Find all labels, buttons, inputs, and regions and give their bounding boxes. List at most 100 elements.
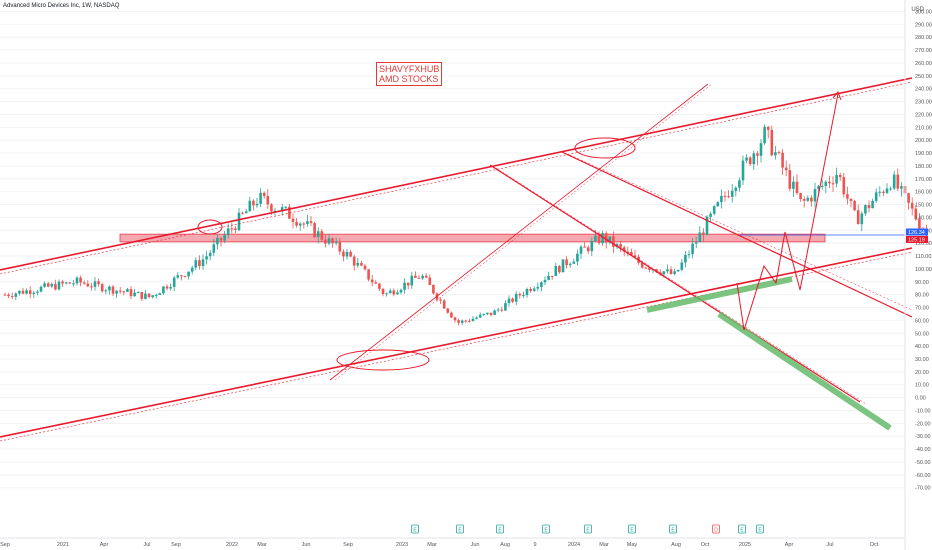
candle-body	[244, 211, 248, 214]
candle-body	[601, 233, 604, 244]
event-marker	[411, 524, 419, 534]
candle-body	[21, 290, 25, 294]
x-tick-label: Jul	[143, 542, 150, 548]
candle-body	[576, 253, 579, 262]
candle-body	[43, 283, 46, 287]
candle-body	[842, 177, 846, 195]
candle-body	[615, 244, 619, 247]
candle-body	[604, 233, 608, 243]
candle-body	[345, 251, 349, 257]
candle-body	[860, 213, 864, 225]
price-axis: 300.00 290.00 280.00 270.00 260.00 250.00 240.…	[904, 0, 932, 550]
y-tick-label: 270.00	[915, 48, 932, 54]
candle-body	[864, 205, 867, 214]
candle-body	[288, 206, 291, 219]
candle-body	[381, 288, 385, 295]
candle-body	[262, 192, 266, 197]
candle-body	[486, 312, 489, 314]
y-tick-label: 230.00	[915, 100, 932, 106]
event-marker-label: E	[671, 528, 675, 534]
event-marker-label: E	[498, 528, 502, 534]
candle-body	[7, 294, 10, 297]
candle-body	[25, 290, 28, 294]
candle-body	[212, 244, 216, 253]
candle-body	[532, 288, 536, 291]
candle-body	[493, 310, 496, 315]
candle-body	[691, 243, 694, 255]
candle-body	[680, 262, 684, 270]
y-tick-label: 120.00	[915, 241, 932, 247]
candle-body	[180, 275, 183, 277]
candle-body	[352, 256, 356, 266]
candle-body	[817, 186, 820, 190]
candle-body	[644, 267, 648, 269]
event-marker	[456, 524, 464, 534]
candle-body	[770, 129, 774, 156]
candle-body	[446, 308, 450, 313]
currency-label: USD	[911, 7, 924, 13]
x-tick-label: 2025	[739, 542, 751, 548]
event-marker	[669, 524, 677, 534]
candle-body	[140, 292, 144, 299]
y-tick-label: 170.00	[915, 177, 932, 183]
x-tick-label: Jun	[302, 542, 311, 548]
candle-body	[745, 157, 748, 161]
candle-body	[14, 293, 18, 297]
candle-body	[424, 275, 428, 278]
candle-body	[482, 313, 486, 315]
candle-body	[72, 283, 75, 285]
candle-body	[777, 152, 781, 154]
x-tick-label: 2024	[568, 542, 580, 548]
y-tick-label: 250.00	[915, 74, 932, 80]
candle-body	[392, 290, 396, 295]
candle-body	[795, 181, 799, 194]
candle-body	[673, 271, 676, 275]
candle-body	[878, 191, 882, 193]
candle-body	[619, 244, 622, 248]
candle-body	[478, 314, 482, 318]
candle-body	[172, 277, 176, 287]
candle-body	[302, 223, 306, 225]
y-tick-label: -70.00	[915, 486, 931, 492]
event-marker-label: E	[586, 528, 590, 534]
candle-body	[540, 282, 543, 287]
candle-body	[237, 212, 241, 230]
candle-body	[327, 238, 331, 244]
x-tick-label: May	[627, 542, 638, 548]
x-tick-label: Oct	[701, 542, 710, 548]
support-zone	[119, 233, 826, 243]
candle-body	[824, 181, 828, 186]
candle-body	[792, 181, 795, 189]
candle-body	[90, 286, 93, 288]
y-tick-label: -40.00	[915, 447, 931, 453]
y-tick-label: 220.00	[915, 112, 932, 118]
candle-body	[316, 231, 320, 238]
event-marker	[756, 524, 764, 534]
candle-body	[154, 294, 158, 296]
candle-body	[144, 293, 147, 299]
candle-body	[910, 202, 914, 209]
candle-body	[892, 174, 896, 189]
green-target-bar	[717, 311, 892, 431]
candle-body	[918, 219, 921, 229]
y-tick-label: 180.00	[915, 164, 932, 170]
x-tick-label: Mar	[427, 542, 437, 548]
candle-body	[356, 262, 360, 266]
candle-body	[226, 228, 230, 236]
candle-body	[122, 291, 126, 293]
candle-body	[338, 241, 342, 252]
candle-body	[702, 232, 705, 235]
candle-body	[216, 237, 219, 245]
watermark-label: SHAVYFXHUB AMD STOCKS	[376, 62, 443, 86]
candle-body	[298, 223, 302, 226]
candle-body	[118, 290, 122, 292]
candle-body	[907, 193, 910, 203]
candle-body	[835, 174, 838, 184]
candle-body	[183, 276, 187, 278]
candle-body	[662, 271, 666, 275]
candle-body	[846, 194, 849, 199]
event-marker	[628, 524, 636, 534]
candle-body	[18, 290, 21, 294]
